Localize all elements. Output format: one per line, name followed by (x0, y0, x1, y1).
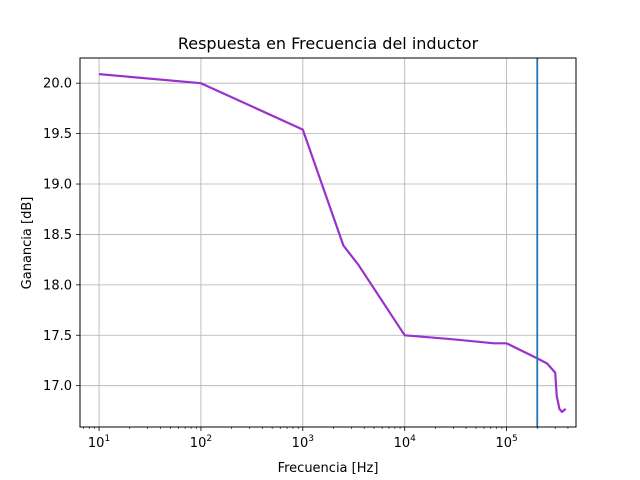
y-tick-label: 17.0 (43, 379, 72, 394)
y-tick-label: 20.0 (43, 77, 72, 92)
series-line (99, 73, 567, 413)
y-tick-label: 18.0 (43, 278, 72, 293)
grid (80, 58, 576, 427)
y-axis: 17.0 17.5 18.0 18.5 19.0 19.5 20.0 (43, 77, 80, 394)
x-axis: 101 102 103 104 105 (82, 427, 569, 451)
y-tick-label: 17.5 (43, 329, 72, 344)
x-tick-label: 102 (190, 434, 212, 451)
x-tick-label: 104 (394, 434, 417, 451)
y-tick-label: 19.0 (43, 178, 72, 193)
y-tick-label: 19.5 (43, 127, 72, 142)
x-axis-label: Frecuencia [Hz] (278, 461, 379, 476)
x-tick-label: 101 (88, 434, 110, 451)
x-tick-label: 105 (495, 434, 517, 451)
axes-frame (79, 57, 577, 428)
x-tick-label: 103 (292, 434, 314, 451)
y-tick-label: 18.5 (43, 228, 72, 243)
y-axis-label: Ganancia [dB] (20, 197, 35, 290)
plot-area (99, 58, 567, 427)
chart-title: Respuesta en Frecuencia del inductor (178, 34, 479, 53)
